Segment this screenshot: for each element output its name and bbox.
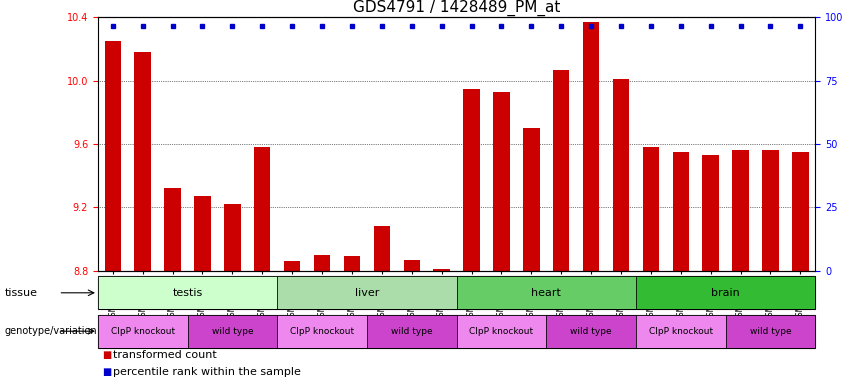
Text: ClpP knockout: ClpP knockout: [290, 327, 354, 336]
Bar: [277, 276, 456, 309]
Bar: [636, 276, 815, 309]
Bar: [702, 155, 719, 271]
Bar: [105, 41, 121, 271]
Text: heart: heart: [531, 288, 561, 298]
Text: testis: testis: [173, 288, 203, 298]
Text: ■: ■: [102, 350, 111, 360]
Bar: [456, 276, 636, 309]
Bar: [523, 128, 540, 271]
Bar: [314, 255, 330, 271]
Bar: [433, 269, 450, 271]
Bar: [456, 315, 546, 348]
Bar: [643, 147, 659, 271]
Bar: [636, 315, 726, 348]
Text: percentile rank within the sample: percentile rank within the sample: [113, 367, 301, 377]
Bar: [613, 79, 629, 271]
Bar: [403, 260, 420, 271]
Text: tissue: tissue: [4, 288, 37, 298]
Text: liver: liver: [355, 288, 379, 298]
Bar: [98, 315, 187, 348]
Text: brain: brain: [711, 288, 740, 298]
Bar: [583, 22, 599, 271]
Text: transformed count: transformed count: [113, 350, 217, 360]
Bar: [194, 196, 211, 271]
Bar: [98, 276, 277, 309]
Bar: [224, 204, 241, 271]
Bar: [164, 189, 180, 271]
Bar: [134, 52, 151, 271]
Bar: [792, 152, 808, 271]
Text: wild type: wild type: [570, 327, 612, 336]
Text: genotype/variation: genotype/variation: [4, 326, 97, 336]
Text: wild type: wild type: [750, 327, 791, 336]
Bar: [284, 261, 300, 271]
Bar: [374, 227, 390, 271]
Bar: [553, 70, 569, 271]
Bar: [494, 92, 510, 271]
Text: ClpP knockout: ClpP knockout: [648, 327, 713, 336]
Text: wild type: wild type: [212, 327, 254, 336]
Text: wild type: wild type: [391, 327, 432, 336]
Text: ■: ■: [102, 367, 111, 377]
Bar: [344, 257, 360, 271]
Text: ClpP knockout: ClpP knockout: [470, 327, 534, 336]
Bar: [463, 89, 480, 271]
Bar: [277, 315, 367, 348]
Bar: [254, 147, 271, 271]
Bar: [672, 152, 689, 271]
Text: ClpP knockout: ClpP knockout: [111, 327, 174, 336]
Bar: [187, 315, 277, 348]
Bar: [726, 315, 815, 348]
Bar: [546, 315, 636, 348]
Bar: [367, 315, 456, 348]
Bar: [762, 151, 779, 271]
Title: GDS4791 / 1428489_PM_at: GDS4791 / 1428489_PM_at: [353, 0, 560, 16]
Bar: [733, 151, 749, 271]
